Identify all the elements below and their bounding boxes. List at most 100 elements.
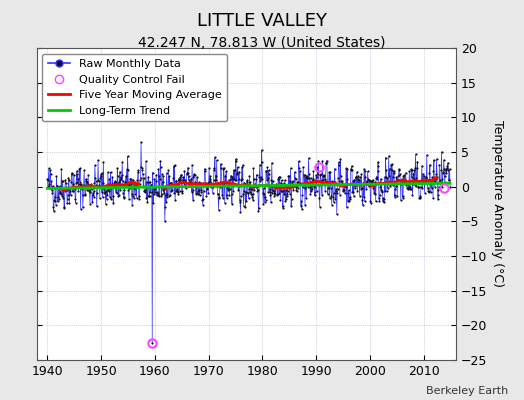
Point [90,194,98,200]
Point [117,176,126,182]
Point [226,182,234,188]
Point [440,166,449,173]
Point [170,163,178,170]
Point [425,161,434,168]
Point [438,176,446,182]
Point [176,176,184,183]
Point [61,177,70,183]
Point [236,208,245,215]
Point [338,178,346,184]
Point [369,185,378,191]
Point [440,156,448,163]
Point [101,188,110,195]
Point [121,180,129,187]
Point [345,187,353,194]
Point [151,178,160,184]
Point [166,179,174,186]
Point [422,152,431,158]
Point [250,176,258,182]
Point [283,188,292,194]
Point [442,166,450,173]
Point [232,156,240,162]
Point [115,177,124,184]
Point [358,202,367,208]
Point [335,162,343,168]
Point [368,181,376,188]
Point [128,193,137,199]
Point [386,183,394,190]
Point [281,187,290,193]
Point [232,176,241,183]
Point [176,174,184,180]
Point [426,180,434,186]
Point [334,175,342,181]
Point [348,188,357,195]
Point [282,192,291,199]
Point [259,190,267,196]
Point [325,195,334,202]
Point [83,187,91,193]
Point [142,158,150,164]
Point [333,190,342,196]
Point [82,176,90,182]
Point [164,167,172,174]
Point [248,191,257,197]
Point [71,186,79,192]
Point [148,189,156,196]
Point [326,169,334,175]
Point [252,176,260,182]
Point [422,175,431,181]
Point [189,174,198,180]
Point [355,193,364,199]
Point [339,188,347,194]
Text: LITTLE VALLEY: LITTLE VALLEY [197,12,327,30]
Point [223,192,231,198]
Point [172,178,180,184]
Point [305,175,314,182]
Point [346,196,354,203]
Point [160,218,169,224]
Point [163,183,172,190]
Point [394,173,402,180]
Point [92,178,100,184]
Point [57,166,66,172]
Point [314,158,323,164]
Point [168,183,176,190]
Point [364,177,373,184]
Point [241,181,249,188]
Point [45,165,53,172]
Point [403,186,412,192]
Point [336,192,344,198]
Point [298,192,307,198]
Point [439,170,447,176]
Point [222,194,231,201]
Point [125,181,134,188]
Point [270,190,278,196]
Point [389,174,397,180]
Point [304,155,313,161]
Point [330,198,338,205]
Point [266,192,275,198]
Point [54,194,62,200]
Point [211,182,220,188]
Point [243,177,252,183]
Point [377,186,385,193]
Point [154,189,162,196]
Point [66,188,74,194]
Point [188,189,196,195]
Point [377,180,386,186]
Point [166,192,174,198]
Point [98,170,106,176]
Point [162,198,170,205]
Point [428,185,436,191]
Point [202,181,210,188]
Point [345,194,354,200]
Point [408,192,417,198]
Point [173,186,181,192]
Point [120,195,128,201]
Point [431,184,439,190]
Point [81,192,89,198]
Point [254,186,262,193]
Point [108,181,116,187]
Point [373,168,381,174]
